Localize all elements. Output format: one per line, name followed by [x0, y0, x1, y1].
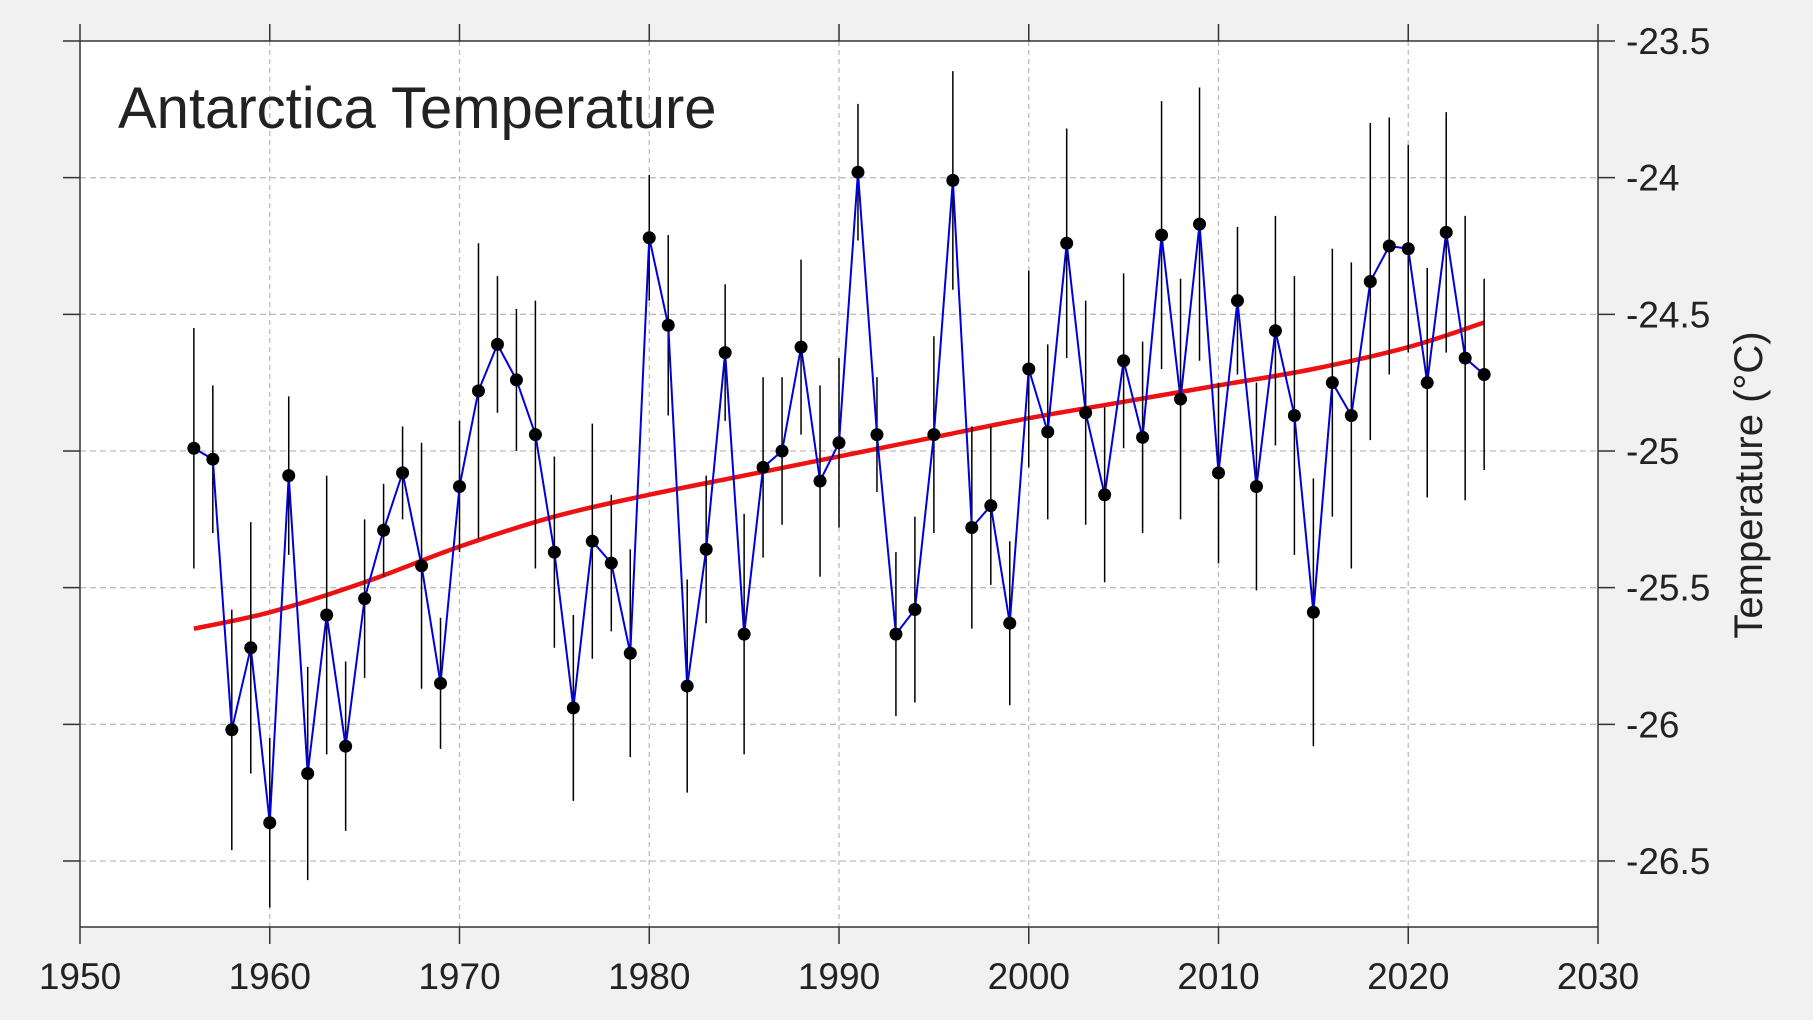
data-point: [680, 679, 694, 693]
y-tick-label: -24: [1626, 158, 1679, 199]
data-point: [794, 340, 808, 354]
data-point: [870, 428, 884, 442]
data-point: [415, 559, 429, 573]
data-point: [1098, 488, 1112, 502]
data-point: [301, 767, 315, 781]
data-point: [1344, 408, 1358, 422]
data-point: [1117, 354, 1131, 368]
data-point: [1477, 367, 1491, 381]
x-tick-label: 2010: [1177, 956, 1259, 997]
data-point: [604, 556, 618, 570]
y-tick-label: -25.5: [1626, 568, 1710, 609]
y-tick-label: -26.5: [1626, 841, 1710, 882]
data-point: [396, 466, 410, 480]
x-tick-label: 1950: [39, 956, 121, 997]
x-tick-label: 1980: [608, 956, 690, 997]
axes: 1950 1960 1970 1980 1990 2000 2010 2020 2030 -23.…: [39, 21, 1711, 997]
data-point: [1401, 242, 1415, 256]
data-point: [358, 592, 372, 606]
data-point: [566, 701, 580, 715]
data-point: [1041, 425, 1055, 439]
y-tick-label: -25: [1626, 431, 1679, 472]
y-tick-label: -26: [1626, 704, 1679, 745]
data-point: [756, 460, 770, 474]
data-point: [946, 173, 960, 187]
data-point: [206, 452, 220, 466]
data-point: [471, 384, 485, 398]
data-point: [1325, 376, 1339, 390]
data-point: [1249, 480, 1263, 494]
data-point: [1382, 239, 1396, 253]
y-axis-label: Temperature (°C): [1727, 331, 1771, 638]
data-point: [282, 469, 296, 483]
data-point: [1079, 406, 1093, 420]
data-point: [1230, 294, 1244, 308]
data-point: [832, 436, 846, 450]
data-point: [547, 545, 561, 559]
points-layer: [187, 165, 1491, 830]
y-tick-label: -23.5: [1626, 21, 1710, 62]
data-point: [642, 231, 656, 245]
data-point: [1060, 236, 1074, 250]
data-point: [1458, 351, 1472, 365]
data-point: [225, 723, 239, 737]
x-tick-label: 1960: [229, 956, 311, 997]
data-point: [851, 165, 865, 179]
x-tick-label: 2030: [1557, 956, 1639, 997]
x-tick-label: 2020: [1367, 956, 1449, 997]
chart-title: Antarctica Temperature: [118, 76, 717, 141]
data-point: [984, 499, 998, 513]
data-point: [453, 480, 466, 494]
data-point: [1155, 228, 1169, 242]
data-point: [377, 523, 391, 537]
data-point: [1174, 392, 1188, 406]
data-point: [661, 318, 675, 332]
data-point: [965, 521, 979, 535]
data-point: [434, 676, 448, 690]
x-tick-label: 2000: [988, 956, 1070, 997]
data-point: [1003, 616, 1017, 630]
y-tick-label: -24.5: [1626, 294, 1710, 335]
data-point: [187, 441, 201, 455]
x-tick-label: 1990: [798, 956, 880, 997]
data-point: [490, 337, 504, 351]
x-tick-label: 1970: [418, 956, 500, 997]
data-point: [320, 608, 334, 622]
data-point: [775, 444, 789, 458]
data-point: [1287, 408, 1301, 422]
data-point: [585, 534, 599, 548]
data-point: [699, 542, 713, 556]
data-point: [509, 373, 523, 387]
data-point: [908, 603, 922, 617]
data-point: [813, 474, 827, 488]
data-point: [1420, 376, 1434, 390]
data-point: [889, 627, 903, 641]
data-point: [718, 346, 732, 360]
data-point: [244, 641, 258, 655]
data-point: [1193, 217, 1207, 231]
data-point: [1022, 362, 1036, 376]
data-point: [623, 646, 637, 660]
data-point: [1439, 225, 1453, 239]
data-point: [528, 428, 542, 442]
data-point: [339, 739, 353, 753]
data-point: [927, 428, 941, 442]
data-point: [263, 816, 277, 830]
data-point: [1306, 605, 1320, 619]
data-point: [1212, 466, 1225, 480]
data-point: [1268, 324, 1282, 338]
data-point: [1136, 430, 1150, 444]
data-point: [737, 627, 751, 641]
data-point: [1363, 275, 1377, 289]
